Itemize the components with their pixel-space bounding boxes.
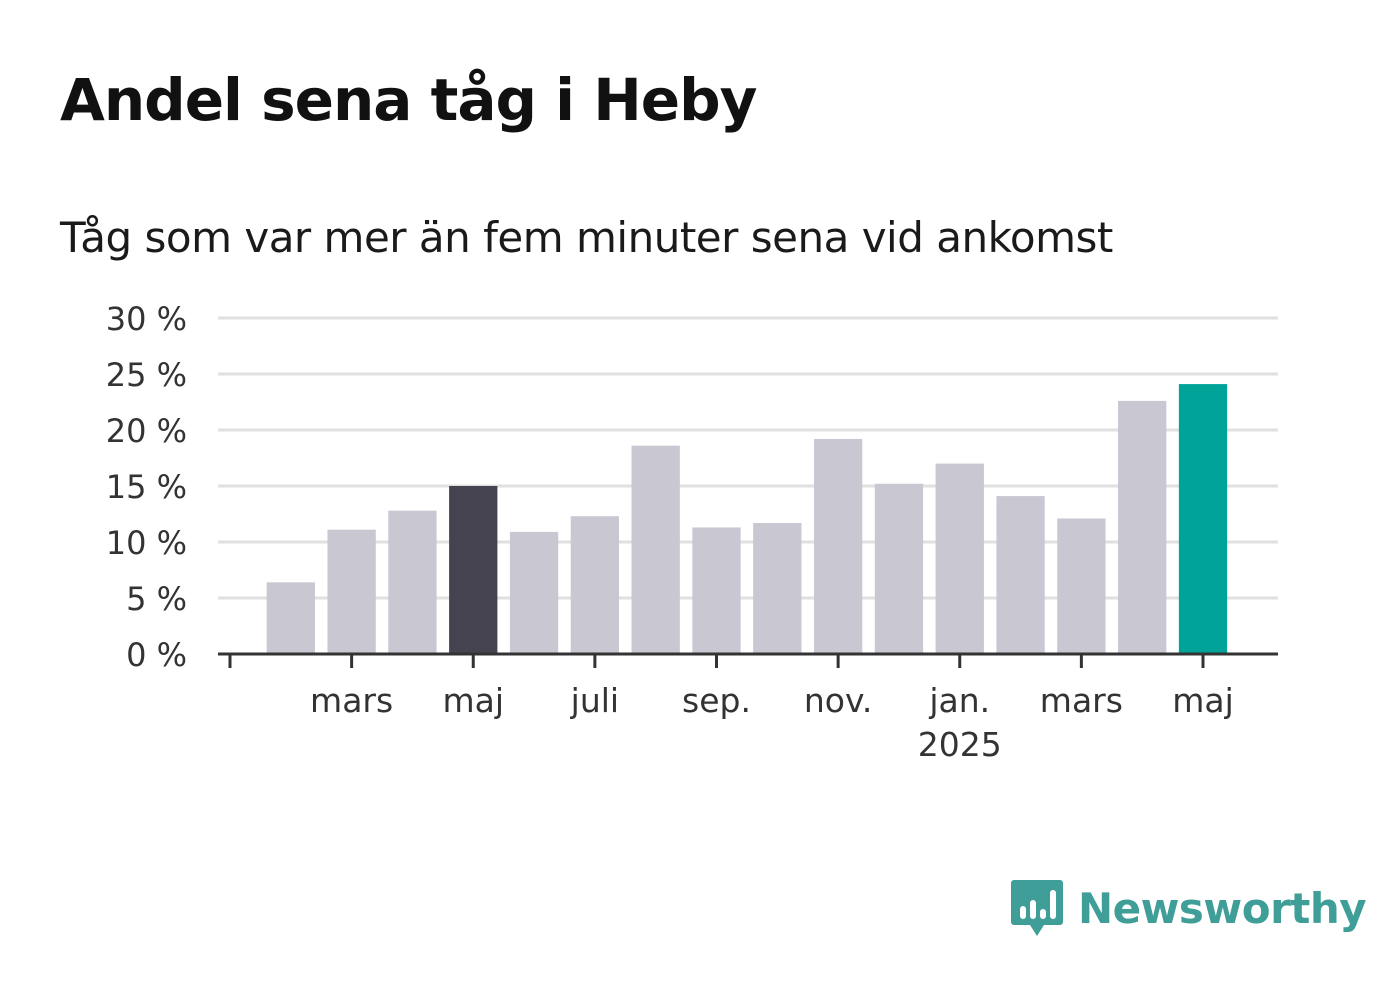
bar-2024-10	[753, 522, 802, 654]
x-tick-label: maj	[1172, 681, 1234, 720]
y-tick-label: 25 %	[106, 356, 187, 394]
x-tick-label: mars	[310, 681, 393, 720]
bar-2025-03	[1057, 518, 1106, 654]
x-tick-year-label: 2025	[918, 725, 1002, 764]
bar-2024-09	[692, 527, 741, 654]
bar-2024-04	[388, 510, 437, 654]
bar-2024-06	[509, 531, 559, 654]
bar-2024-02	[266, 582, 315, 654]
bar-2025-01	[935, 463, 984, 654]
bars	[266, 384, 1228, 654]
bar-2025-02	[996, 496, 1045, 654]
y-tick-label: 0 %	[126, 636, 187, 674]
bar-2024-08	[631, 445, 680, 654]
y-tick-label: 30 %	[106, 300, 187, 338]
bar-2024-05	[449, 486, 498, 654]
bar-2025-04	[1118, 400, 1167, 654]
x-tick-label: jan.	[928, 681, 990, 720]
bar-2024-03	[327, 529, 376, 654]
brand-name: Newsworthy	[1078, 883, 1367, 933]
x-axis: mars maj juli sep. nov. jan. 2025 mars maj	[218, 652, 1278, 764]
chart-subtitle: Tåg som var mer än fem minuter sena vid …	[60, 213, 1113, 262]
y-tick-label: 10 %	[106, 524, 187, 562]
y-axis-labels: 0 % 5 % 10 % 15 % 20 % 25 % 30 %	[106, 300, 187, 674]
x-tick-label: sep.	[682, 681, 751, 720]
chart-speech-bubble-icon	[1011, 880, 1063, 936]
newsworthy-logo: Newsworthy	[1010, 878, 1367, 938]
bar-2025-05	[1178, 384, 1228, 654]
y-tick-label: 15 %	[106, 468, 187, 506]
x-tick-label: maj	[442, 681, 504, 720]
y-tick-label: 20 %	[106, 412, 187, 450]
chart-title: Andel sena tåg i Heby	[60, 66, 757, 134]
x-tick-label: juli	[570, 681, 619, 720]
bar-2024-07	[570, 516, 620, 654]
x-tick-label: mars	[1040, 681, 1123, 720]
bar-2024-11	[813, 438, 863, 654]
y-tick-label: 5 %	[126, 580, 187, 618]
x-tick-label: nov.	[804, 681, 873, 720]
bar-2024-12	[874, 483, 924, 654]
